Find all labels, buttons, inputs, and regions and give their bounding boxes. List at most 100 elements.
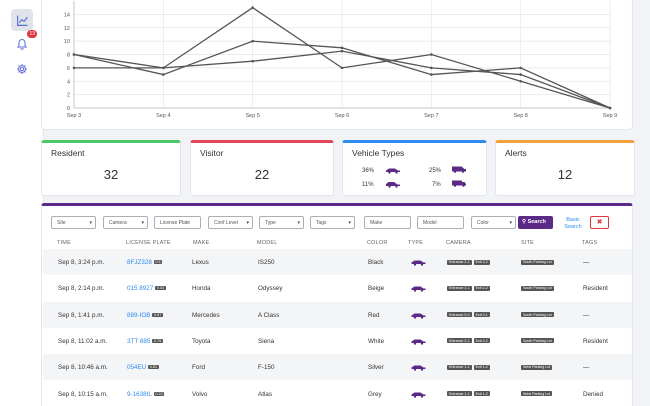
site-badge: South Parking Lot [521, 259, 554, 265]
table-row[interactable]: Sep 8, 2:14 p.m. 015 8927 0.34 Honda Odyssey… [43, 275, 632, 301]
type-select[interactable]: Type ▾ [259, 216, 304, 229]
time-cell: Sep 8, 10:15 a.m. [58, 390, 108, 398]
make-input[interactable]: Make [364, 216, 411, 229]
sedan-icon [386, 168, 400, 174]
time-cell: Sep 8, 1:41 p.m. [58, 311, 105, 319]
tags-cell: Resident [583, 285, 608, 293]
make-cell: Mercedes [192, 311, 220, 319]
camera-badge: Exit 2-2 [473, 259, 490, 265]
camera-badge: Entrance 2-1 [447, 338, 472, 344]
license-plate-link[interactable]: 8FJZ328 [127, 259, 152, 266]
column-header-type[interactable]: TYPE [408, 240, 424, 246]
license-plate-cell: 054EU 0.81 [127, 364, 159, 371]
alerts-title: Alerts [505, 148, 527, 158]
camera-cell: Entrance 1-1 Exit 1-2 [447, 363, 492, 370]
data-point [430, 66, 433, 70]
visitor-card[interactable]: Visitor 22 [190, 140, 334, 196]
column-header-make[interactable]: MAKE [193, 240, 210, 246]
site-cell: South Parking Lot [521, 258, 554, 265]
license-plate-link[interactable]: 9-1638IL [127, 390, 152, 398]
make-cell: Lexus [192, 259, 209, 266]
table-row[interactable]: Sep 8, 10:15 a.m. 9-1638IL 0.22 Volvo Atlas G… [43, 381, 632, 406]
license-plate-cell: 8FJZ328 0.6 [127, 259, 163, 266]
data-point [251, 59, 254, 63]
vehicle-types-title: Vehicle Types [352, 148, 405, 158]
y-tick-label: 12 [64, 26, 70, 32]
tags-cell: — [583, 364, 590, 372]
column-header-camera[interactable]: CAMERA [446, 240, 471, 246]
license-plate-link[interactable]: 3TT 885 [127, 337, 151, 345]
confidence-badge: 0.6 [153, 260, 163, 264]
table-row[interactable]: Sep 8, 10:46 a.m. 054EU 0.81 Ford F-150 Silve… [43, 354, 632, 381]
data-point [340, 49, 344, 53]
vehicle-type-icon [411, 286, 426, 292]
sidebar: 13 [0, 0, 44, 406]
gear-icon [17, 64, 27, 74]
search-button[interactable]: ⚲ Search [518, 216, 553, 229]
sidebar-item-alerts[interactable]: 13 [11, 30, 37, 55]
site-select[interactable]: Site ▾ [51, 216, 96, 229]
x-tick-label: Sep 6 [335, 113, 349, 119]
license-plate-cell: 3TT 885 0.75 [127, 338, 163, 345]
chevron-down-icon: ▾ [246, 220, 249, 226]
sidebar-item-dashboard[interactable] [11, 9, 33, 31]
table-row[interactable]: Sep 8, 11:02 a.m. 3TT 885 0.75 Toyota Siena W… [43, 328, 632, 354]
column-header-license-plate[interactable]: LICENSE PLATE [126, 240, 171, 246]
time-cell: Sep 8, 2:14 p.m. [58, 285, 105, 293]
camera-cell: Entrance 2-1 Exit 2-2 [447, 337, 492, 344]
camera-select[interactable]: Camera ▾ [103, 216, 148, 229]
chart-icon [16, 15, 28, 26]
data-point [519, 66, 522, 70]
clear-filters-button[interactable]: ✖ [590, 216, 609, 229]
tags-cell: — [583, 259, 590, 266]
color-select[interactable]: Color ▾ [471, 216, 516, 229]
y-tick-label: 14 [64, 12, 70, 18]
table-row[interactable]: Sep 8, 3:24 p.m. 8FJZ328 0.6 Lexus IS250 Blac… [43, 249, 632, 275]
tags-select[interactable]: Tags ▾ [310, 216, 355, 229]
camera-cell: Entrance 1-1 Exit 1-2 [447, 390, 492, 397]
chevron-down-icon: ▾ [297, 220, 300, 226]
notification-badge: 13 [27, 30, 37, 38]
basic-search-link[interactable]: Basic Search [564, 217, 582, 230]
column-header-time[interactable]: TIME [57, 240, 71, 246]
column-header-model[interactable]: MODEL [257, 240, 278, 246]
license-plate-link[interactable]: 015 8927 [127, 285, 154, 293]
license-plate-link[interactable]: 054EU [127, 364, 147, 372]
vehicle-types-card[interactable]: Vehicle Types 36% 25% 11% 7% [342, 140, 487, 196]
data-point [72, 66, 76, 70]
chevron-down-icon: ▾ [89, 220, 92, 226]
site-cell: South Parking Lot [521, 284, 554, 291]
model-input[interactable]: Model [417, 216, 464, 229]
vehicle-type-pct: 11% [362, 182, 374, 188]
alerts-card[interactable]: Alerts 12 [495, 140, 635, 196]
data-point [430, 73, 433, 76]
color-cell: Beige [368, 285, 385, 293]
resident-card[interactable]: Resident 32 [41, 140, 181, 196]
column-header-site[interactable]: SITE [521, 240, 535, 246]
license-plate-link[interactable]: 889-IOB [127, 311, 151, 319]
data-point [519, 79, 522, 83]
site-badge: West Parking Lot [521, 391, 553, 396]
column-header-tags[interactable]: TAGS [582, 240, 598, 246]
model-cell: Siena [258, 337, 275, 345]
y-tick-label: 4 [67, 79, 70, 85]
license-plate-cell: 015 8927 0.34 [127, 285, 166, 292]
model-cell: Atlas [258, 390, 272, 398]
camera-badge: Exit 1-2 [473, 391, 490, 396]
confidence-badge: 0.67 [152, 312, 163, 317]
vehicle-type-icon [411, 313, 426, 319]
column-header-color[interactable]: COLOR [367, 240, 388, 246]
license-plate-input[interactable]: License Plate [154, 216, 201, 229]
site-cell: West Parking Lot [521, 363, 553, 370]
visitor-count: 22 [254, 167, 270, 182]
y-tick-label: 0 [67, 106, 70, 112]
camera-badge: Entrance 2-1 [447, 285, 472, 291]
conf-level-select[interactable]: Conf Level ▾ [208, 216, 253, 229]
camera-badge: Entrance 2-1 [447, 259, 472, 265]
data-point [340, 46, 344, 50]
x-tick-label: Sep 9 [603, 113, 617, 119]
model-cell: Odyssey [258, 285, 283, 293]
sidebar-item-settings[interactable] [11, 58, 33, 80]
table-row[interactable]: Sep 8, 1:41 p.m. 889-IOB 0.67 Mercedes A Cla… [43, 301, 632, 328]
x-tick-label: Sep 7 [424, 113, 438, 119]
